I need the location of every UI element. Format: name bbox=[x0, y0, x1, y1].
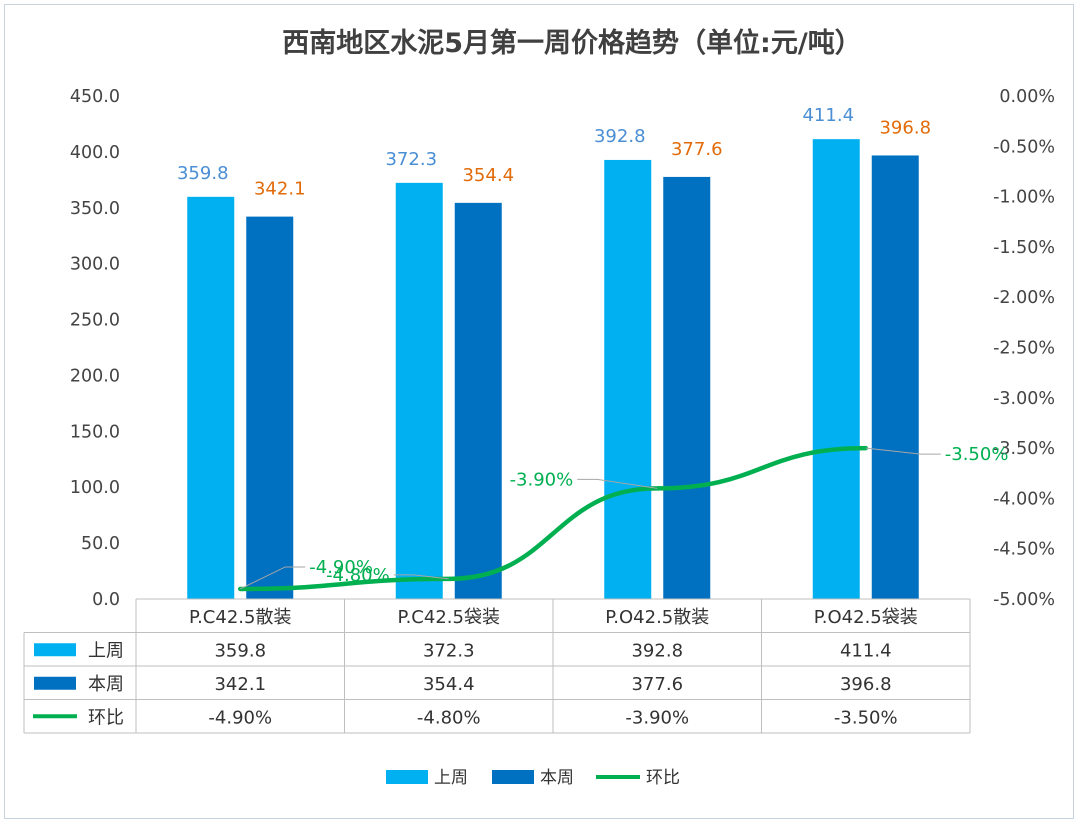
right-tick-label: -4.50% bbox=[993, 540, 1055, 560]
bar-上周 bbox=[395, 182, 443, 600]
bar-data-label: 372.3 bbox=[385, 149, 437, 170]
leader-line bbox=[240, 566, 306, 590]
legend-label: 本周 bbox=[540, 768, 574, 788]
right-tick-label: -1.50% bbox=[993, 238, 1055, 258]
table-cell: -4.80% bbox=[417, 707, 481, 728]
table-cell: 372.3 bbox=[423, 640, 475, 661]
right-tick-label: -0.50% bbox=[993, 137, 1055, 157]
right-tick-label: -4.00% bbox=[993, 489, 1055, 509]
legend-key-上周 bbox=[386, 770, 428, 784]
left-tick-label: 150.0 bbox=[70, 422, 120, 442]
line-data-label: -4.90% bbox=[309, 557, 373, 578]
bar-data-label: 411.4 bbox=[802, 105, 854, 126]
table-cell: 392.8 bbox=[631, 640, 683, 661]
right-tick-label: 0.00% bbox=[999, 87, 1055, 107]
bar-data-label: 377.6 bbox=[671, 139, 723, 160]
legend-key-本周 bbox=[492, 770, 534, 784]
table-cell: -3.90% bbox=[625, 707, 689, 728]
bar-上周 bbox=[812, 139, 860, 599]
right-tick-label: -5.00% bbox=[993, 590, 1055, 610]
table-cell: 411.4 bbox=[840, 640, 892, 661]
table-cell: 354.4 bbox=[423, 674, 475, 695]
table-legend-key bbox=[34, 676, 76, 690]
table-series-label: 环比 bbox=[88, 707, 124, 728]
leader-line bbox=[865, 447, 941, 455]
left-axis: 0.0 50.0 100.0 150.0 200.0 250.0 300.0 350.0 400… bbox=[70, 87, 120, 610]
left-tick-label: 250.0 bbox=[70, 311, 120, 331]
category-label: P.O42.5散装 bbox=[605, 607, 709, 628]
bar-上周 bbox=[604, 159, 652, 599]
table-cell: 342.1 bbox=[214, 674, 266, 695]
category-label: P.C42.5散装 bbox=[189, 607, 291, 628]
table-cell: 377.6 bbox=[631, 674, 683, 695]
ratio-line bbox=[238, 445, 941, 592]
leader-line bbox=[393, 574, 449, 580]
right-axis: -5.00% -4.50% -4.00% -3.50% -3.00% -2.50% -2.0… bbox=[993, 87, 1055, 610]
bar-上周 bbox=[187, 196, 235, 600]
left-tick-label: 0.0 bbox=[92, 590, 120, 610]
table-series-label: 上周 bbox=[88, 640, 124, 661]
bar-data-label: 342.1 bbox=[254, 179, 306, 200]
legend-label: 上周 bbox=[434, 768, 468, 788]
line-data-label: -4.80% bbox=[326, 565, 390, 586]
category-label: P.C42.5袋装 bbox=[398, 607, 500, 628]
table-cell: 359.8 bbox=[214, 640, 266, 661]
ratio-line-path bbox=[238, 445, 868, 592]
bars bbox=[136, 139, 970, 600]
line-data-label: -3.50% bbox=[945, 444, 1009, 465]
right-tick-label: -2.00% bbox=[993, 288, 1055, 308]
chart-title: 西南地区水泥5月第一周价格趋势（单位:元/吨） bbox=[282, 27, 861, 59]
left-tick-label: 100.0 bbox=[70, 478, 120, 498]
left-tick-label: 400.0 bbox=[70, 143, 120, 163]
bar-data-label: 392.8 bbox=[594, 126, 646, 147]
bar-data-label: 359.8 bbox=[177, 163, 229, 184]
left-tick-label: 450.0 bbox=[70, 87, 120, 107]
legend-label: 环比 bbox=[646, 768, 680, 788]
left-tick-label: 50.0 bbox=[81, 534, 120, 554]
table-legend-key bbox=[34, 643, 76, 657]
left-tick-label: 200.0 bbox=[70, 366, 120, 386]
bar-data-label: 354.4 bbox=[462, 165, 514, 186]
bar-data-label: 396.8 bbox=[879, 117, 931, 138]
right-tick-label: -2.50% bbox=[993, 339, 1055, 359]
right-tick-label: -1.00% bbox=[993, 188, 1055, 208]
bar-本周 bbox=[871, 155, 919, 600]
legend: 上周 本周 环比 bbox=[386, 768, 680, 788]
table-cell: 396.8 bbox=[840, 674, 892, 695]
bar-本周 bbox=[454, 202, 502, 599]
data-labels: 359.8 342.1 372.3 354.4 392.8 377.6 411.4 396.8… bbox=[177, 105, 1008, 586]
category-label: P.O42.5袋装 bbox=[814, 607, 918, 628]
line-data-label: -3.90% bbox=[510, 469, 574, 490]
table-cell: -3.50% bbox=[834, 707, 898, 728]
bar-本周 bbox=[663, 176, 711, 599]
table-series-label: 本周 bbox=[88, 674, 124, 695]
left-tick-label: 300.0 bbox=[70, 255, 120, 275]
leader-line bbox=[577, 478, 658, 489]
right-tick-label: -3.50% bbox=[993, 439, 1055, 459]
table-cell: -4.90% bbox=[208, 707, 272, 728]
left-tick-label: 350.0 bbox=[70, 199, 120, 219]
right-tick-label: -3.00% bbox=[993, 389, 1055, 409]
bar-本周 bbox=[246, 216, 294, 599]
